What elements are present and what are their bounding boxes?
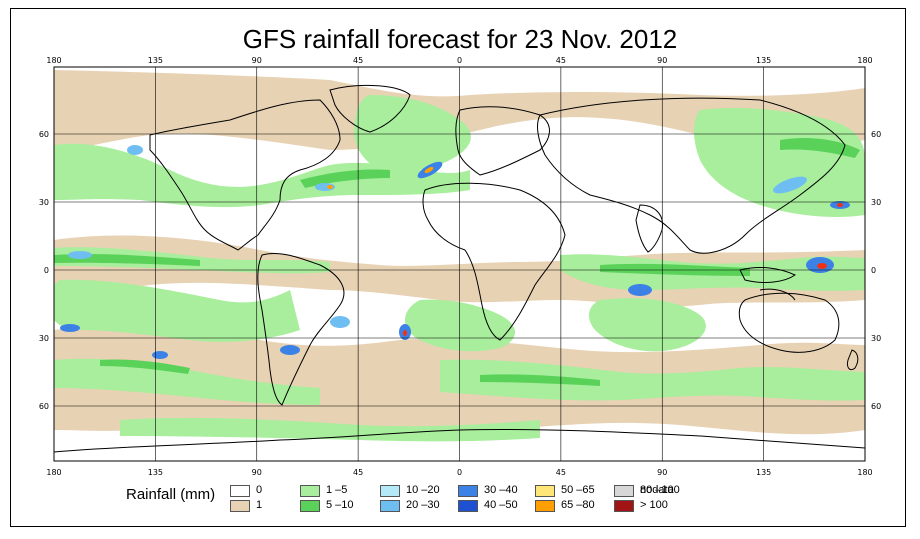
lon-tick-label-bottom: 180	[857, 468, 872, 477]
lon-tick-label-bottom: 90	[252, 468, 262, 477]
legend-label: 0	[256, 484, 263, 496]
legend-label: 50 –65	[561, 484, 595, 496]
legend-label: 5 –10	[326, 499, 354, 511]
legend-swatch	[230, 485, 250, 497]
legend-label: > 100	[640, 499, 668, 511]
lon-tick-label-bottom: 135	[756, 468, 771, 477]
lon-tick-label-top: 45	[353, 56, 363, 65]
legend-label: nodata	[640, 484, 674, 496]
legend-swatch	[300, 485, 320, 497]
map-title: GFS rainfall forecast for 23 Nov. 2012	[242, 24, 678, 54]
legend-swatch	[535, 500, 555, 512]
lat-tick-label-left: 60	[39, 130, 49, 139]
lon-tick-label-bottom: 45	[556, 468, 566, 477]
lon-tick-label-top: 90	[252, 56, 262, 65]
figure-frame	[10, 8, 906, 527]
lon-tick-label-top: 135	[756, 56, 771, 65]
legend-swatch	[458, 485, 478, 497]
lon-tick-label-top: 135	[148, 56, 163, 65]
legend-swatch	[230, 500, 250, 512]
legend-label: 65 –80	[561, 499, 595, 511]
coastlines	[54, 84, 865, 453]
legend-swatch	[300, 500, 320, 512]
lon-tick-label-top: 0	[457, 56, 462, 65]
lat-tick-label-left: 60	[39, 402, 49, 411]
legend-label: 20 –30	[406, 499, 440, 511]
lon-tick-label-bottom: 0	[457, 468, 462, 477]
legend-label: 30 –40	[484, 484, 518, 496]
lat-tick-label-right: 30	[871, 334, 881, 343]
legend-label: 80 –100	[640, 484, 680, 496]
legend-label: 10 –20	[406, 484, 440, 496]
legend-label: 40 –50	[484, 499, 518, 511]
legend-label: 1	[256, 499, 263, 511]
graticule	[54, 67, 865, 461]
lat-tick-label-left: 30	[39, 198, 49, 207]
lon-tick-label-bottom: 90	[657, 468, 667, 477]
lon-tick-label-top: 180	[46, 56, 61, 65]
legend-swatch	[614, 500, 634, 512]
legend-swatch	[380, 485, 400, 497]
legend-label: 1 –5	[326, 484, 348, 496]
lon-tick-label-top: 45	[556, 56, 566, 65]
lon-tick-label-bottom: 45	[353, 468, 363, 477]
lat-tick-label-right: 60	[871, 402, 881, 411]
axis-ticks: 180 180 135 135 90 90 45 45 0 0 45 45 90 90 135 135 180 1…	[39, 56, 881, 477]
lat-tick-label-right: 60	[871, 130, 881, 139]
legend-swatch	[458, 500, 478, 512]
lat-tick-label-right: 0	[871, 266, 876, 275]
lat-tick-label-left: 0	[44, 266, 49, 275]
lon-tick-label-bottom: 180	[46, 468, 61, 477]
lon-tick-label-top: 180	[857, 56, 872, 65]
legend-swatch	[535, 485, 555, 497]
map-border	[53, 66, 866, 462]
legend-swatch	[614, 485, 634, 497]
lon-tick-label-bottom: 135	[148, 468, 163, 477]
legend-title: Rainfall (mm)	[126, 486, 216, 503]
lon-tick-label-top: 90	[657, 56, 667, 65]
lat-tick-label-right: 30	[871, 198, 881, 207]
legend-swatch	[380, 500, 400, 512]
lat-tick-label-left: 30	[39, 334, 49, 343]
